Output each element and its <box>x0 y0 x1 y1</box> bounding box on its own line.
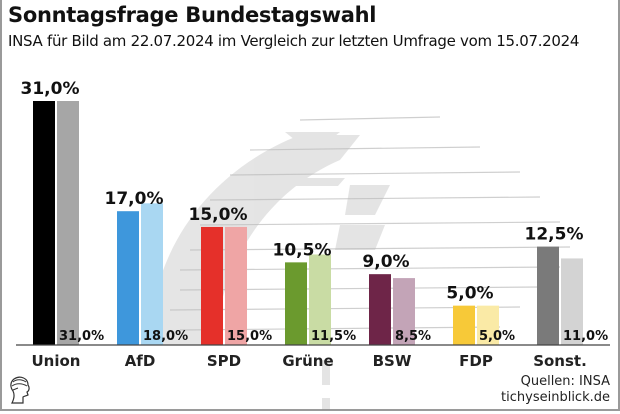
category-label: AfD <box>125 352 156 370</box>
data-label-previous: 5,0% <box>479 329 515 344</box>
bar-previous-AfD <box>141 203 163 345</box>
bar-current-SPD <box>201 226 223 345</box>
source-label: Quellen: INSA <box>520 374 610 389</box>
bar-previous-Sonst. <box>561 258 583 345</box>
hermes-head-logo-icon <box>6 375 34 407</box>
bar-previous-Grüne <box>309 254 331 345</box>
bar-previous-Union <box>57 101 79 345</box>
data-label-current: 5,0% <box>446 284 493 304</box>
watermark-line <box>249 146 481 151</box>
bar-previous-FDP <box>477 305 499 345</box>
watermark-line <box>229 171 521 176</box>
category-label: Sonst. <box>533 352 587 370</box>
data-label-previous: 31,0% <box>59 329 104 344</box>
data-label-current: 10,5% <box>273 240 332 260</box>
data-label-current: 31,0% <box>21 79 80 99</box>
watermark-line <box>209 196 541 201</box>
data-label-previous: 8,5% <box>395 329 431 344</box>
bar-current-Union <box>33 101 55 345</box>
category-label: Grüne <box>282 352 333 370</box>
watermark-line <box>199 221 561 226</box>
bar-current-FDP <box>453 305 475 345</box>
data-label-current: 17,0% <box>105 189 164 209</box>
data-label-current: 9,0% <box>362 252 409 272</box>
data-label-previous: 18,0% <box>143 329 188 344</box>
chart-title: Sonntagsfrage Bundestagswahl <box>8 3 377 27</box>
category-label: SPD <box>207 352 241 370</box>
data-label-current: 15,0% <box>189 205 248 225</box>
category-label: Union <box>32 352 81 370</box>
category-label: BSW <box>373 352 412 370</box>
site-label: tichyseinblick.de <box>501 390 610 405</box>
bar-current-Grüne <box>285 262 307 345</box>
category-label: FDP <box>459 352 493 370</box>
data-label-current: 12,5% <box>525 225 584 245</box>
bar-current-BSW <box>369 274 391 345</box>
bar-current-AfD <box>117 211 139 345</box>
data-label-previous: 11,5% <box>311 329 356 344</box>
data-label-previous: 15,0% <box>227 329 272 344</box>
data-label-previous: 11,0% <box>563 329 608 344</box>
bar-previous-BSW <box>393 278 415 345</box>
watermark-line <box>189 246 571 251</box>
bar-previous-SPD <box>225 226 247 345</box>
bar-current-Sonst. <box>537 246 559 345</box>
chart-subtitle: INSA für Bild am 22.07.2024 im Vergleich… <box>8 32 580 50</box>
watermark-line <box>299 116 441 121</box>
